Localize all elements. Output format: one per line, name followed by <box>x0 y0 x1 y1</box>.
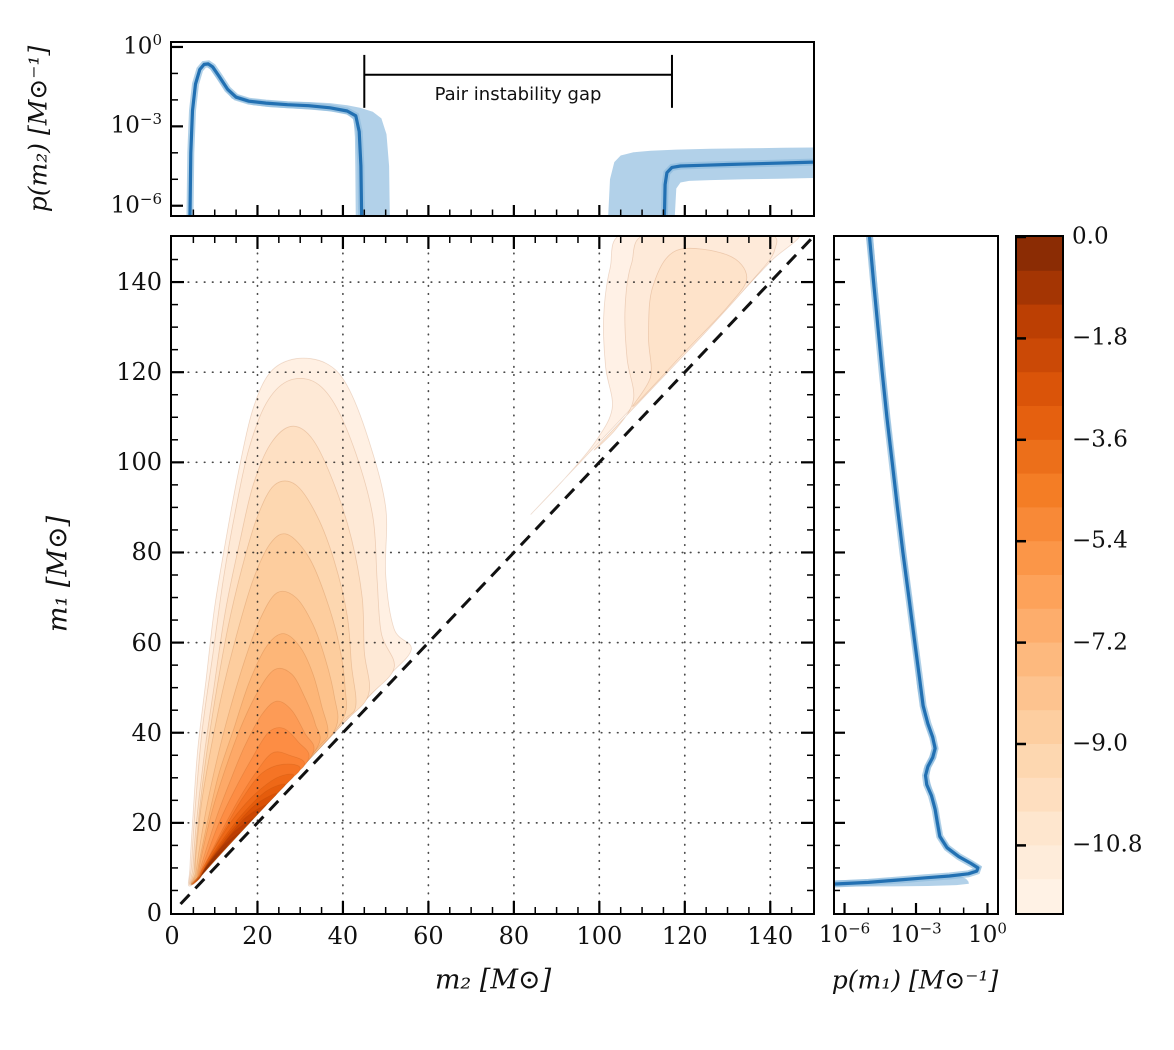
marginal-pm2-panel <box>170 41 815 217</box>
tick-label-m1-0: 0 <box>146 899 162 927</box>
tick-label-m1-20: 20 <box>131 808 162 837</box>
colorbar-segment <box>1017 406 1062 441</box>
axis-title-pm1: p(m₁) [M⊙⁻¹] <box>831 965 999 995</box>
tick-label-m2-80: 80 <box>498 922 530 950</box>
colorbar-segment <box>1017 439 1062 475</box>
tick-label-m1-120: 120 <box>116 358 162 387</box>
colorbar-segment <box>1017 507 1062 542</box>
tick-label-m2-0: 0 <box>164 922 180 950</box>
colorbar-segment <box>1017 744 1062 779</box>
colorbar-tick-label: 0.0 <box>1072 223 1109 250</box>
tick-label-pm2-1e0: 100 <box>123 30 162 60</box>
tick-label-m2-20: 20 <box>242 922 273 950</box>
pair-instability-gap-label: Pair instability gap <box>434 84 602 105</box>
tick-label-m2-140: 140 <box>747 922 794 950</box>
tick-label-m1-80: 80 <box>131 538 162 567</box>
median-halo <box>186 60 366 215</box>
axis-title-m2: m₂ [M⊙] <box>434 964 552 996</box>
colorbar-segment <box>1017 473 1062 508</box>
colorbar-tick-label: −7.2 <box>1072 629 1128 656</box>
colorbar-tick-label: −10.8 <box>1072 831 1143 858</box>
joint-density-panel <box>170 235 815 915</box>
colorbar-tick-label: −5.4 <box>1072 527 1128 554</box>
colorbar-segment <box>1017 575 1062 610</box>
tick-label-m2-100: 100 <box>576 922 623 950</box>
axis-title-pm2: p(m₂) [M⊙⁻¹] <box>23 45 53 213</box>
pair-gap-bracket <box>363 54 673 108</box>
credible-band <box>608 147 813 215</box>
median-halo <box>835 237 983 888</box>
tick-label-m2-120: 120 <box>661 922 708 950</box>
colorbar-segment <box>1017 845 1062 880</box>
tick-label-pm2-1e-3: 10−3 <box>110 110 162 139</box>
colorbar-segment <box>1017 642 1062 677</box>
tick-label-m1-60: 60 <box>131 628 162 657</box>
colorbar-tick-label: −1.8 <box>1072 324 1128 351</box>
colorbar-segment <box>1017 608 1062 644</box>
colorbar-segment <box>1017 777 1062 813</box>
credible-band <box>835 237 982 887</box>
median-line <box>188 62 364 215</box>
marginal-pm1-panel <box>833 235 999 915</box>
tick-label-m2-40: 40 <box>327 922 359 950</box>
tick-label-m1-140: 140 <box>116 268 162 297</box>
contour-level--0.6 <box>201 857 218 876</box>
colorbar-segment <box>1017 270 1062 306</box>
pm1-marginal-plot <box>835 237 989 913</box>
tick-label-m1-100: 100 <box>116 448 162 477</box>
colorbar-segment <box>1017 237 1062 272</box>
colorbar-segment <box>1017 811 1062 846</box>
median-line <box>835 237 980 886</box>
median-line <box>662 160 813 215</box>
colorbar-tick-label: −3.6 <box>1072 426 1128 453</box>
contour-level--10.2 <box>632 247 748 407</box>
colorbar-segment <box>1017 541 1062 576</box>
tick-label-pm1-1e-6: 10−6 <box>818 919 871 948</box>
colorbar-segment <box>1017 676 1062 711</box>
tick-label-pm1-1e-3: 10−3 <box>890 919 942 948</box>
colorbar-segment <box>1017 879 1062 913</box>
axis-title-m1: m₁ [M⊙] <box>42 515 74 633</box>
pm2-marginal-plot <box>172 45 813 215</box>
colorbar-segment <box>1017 372 1062 407</box>
tick-label-pm2-1e-6: 10−6 <box>110 189 162 219</box>
joint-density-plot <box>172 237 813 913</box>
tick-label-pm1-1e0: 100 <box>968 919 1007 948</box>
colorbar-gradient <box>1017 237 1062 913</box>
colorbar-segment <box>1017 710 1062 745</box>
tick-label-m2-60: 60 <box>413 922 444 950</box>
tick-label-m1-40: 40 <box>131 718 162 747</box>
colorbar-segment <box>1017 338 1062 373</box>
colorbar <box>1015 235 1064 915</box>
colorbar-tick-label: −9.0 <box>1072 730 1128 757</box>
colorbar-segment <box>1017 304 1062 339</box>
equal-mass-diagonal <box>179 237 813 906</box>
